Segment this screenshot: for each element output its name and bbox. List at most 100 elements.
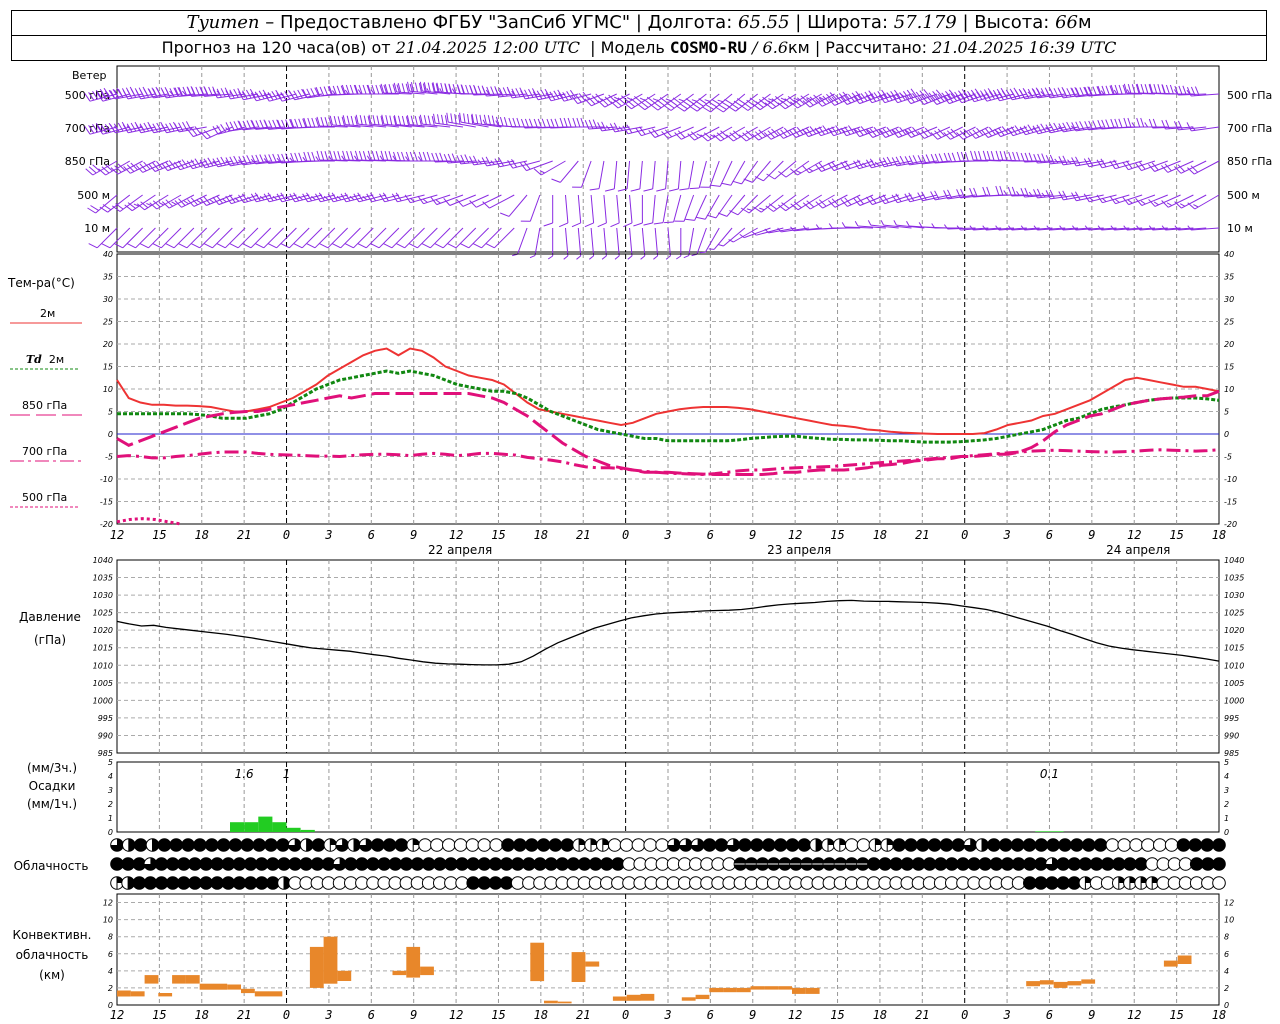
cloud-circle xyxy=(442,838,456,852)
wind-barb-feather xyxy=(173,87,179,97)
wind-barb-feather xyxy=(114,243,124,249)
wind-barb-feather xyxy=(1169,84,1174,95)
wind-barb-feather xyxy=(878,195,886,204)
conv-ytick-left-3: 6 xyxy=(108,950,113,959)
conv-xtick-22: 6 xyxy=(1046,1008,1053,1022)
wind-barb-feather xyxy=(395,192,402,202)
wind-barb-feather xyxy=(451,88,456,94)
cloud-circle xyxy=(216,838,231,852)
legend-td-name: Td xyxy=(26,353,42,366)
wind-barb-0-41 xyxy=(610,93,643,109)
wind-barb-feather xyxy=(512,253,518,257)
wind-barb-feather xyxy=(126,164,135,172)
wind-barb-staff xyxy=(301,227,323,249)
wind-barb-4-49 xyxy=(718,227,746,247)
wind-barb-3-23 xyxy=(379,192,412,203)
wind-barb-feather xyxy=(840,96,848,105)
conv-bar-4 xyxy=(172,975,186,984)
wind-barb-feather xyxy=(997,127,1005,136)
temp-ytick-right-4: 0 xyxy=(1224,430,1229,439)
wind-barb-feather xyxy=(1071,88,1077,98)
wind-barb-feather xyxy=(685,98,695,105)
wind-barb-feather xyxy=(1122,84,1127,95)
wind-barb-2-53 xyxy=(766,160,797,180)
wind-barb-staff xyxy=(1062,227,1091,231)
conv-bar-41 xyxy=(1163,960,1178,967)
wind-barb-feather xyxy=(1058,89,1064,99)
wind-barb-feather xyxy=(661,131,669,139)
wind-barb-feather xyxy=(467,114,470,124)
wind-barb-feather xyxy=(242,120,248,130)
wind-barb-4-1 xyxy=(101,227,131,249)
wind-barb-feather xyxy=(917,192,923,202)
wind-barb-feather xyxy=(1045,124,1052,134)
temp-xtick-4: 0 xyxy=(283,528,290,542)
wind-barb-feather xyxy=(751,133,759,141)
wind-barb-staff xyxy=(626,160,631,189)
conv-bar-15 xyxy=(392,970,407,976)
location-name: Tyumen xyxy=(186,12,260,33)
cloud-fill xyxy=(335,838,349,852)
temp-xtick-1: 15 xyxy=(152,528,166,542)
wind-barb-0-86 xyxy=(1186,86,1220,97)
wind-barb-feather xyxy=(713,134,721,142)
wind-barb-feather xyxy=(1123,83,1128,94)
wind-barb-feather xyxy=(764,228,769,234)
cloud-circle xyxy=(181,838,195,852)
wind-barb-feather xyxy=(963,92,970,101)
temp-ytick-right-0: -20 xyxy=(1224,520,1237,529)
wind-barb-feather xyxy=(588,255,594,260)
wind-barb-feather xyxy=(1079,87,1085,97)
wind-barb-feather xyxy=(298,195,303,201)
wind-barb-feather xyxy=(367,150,372,161)
wind-barb-staff xyxy=(447,160,476,164)
cloud-circle xyxy=(1153,838,1167,852)
wind-barb-feather xyxy=(844,197,852,206)
lon-value: 65.55 xyxy=(738,12,790,33)
cloud-symbol-0-75 xyxy=(998,838,1013,852)
wind-barb-feather xyxy=(314,193,321,203)
wind-barb-feather xyxy=(143,161,151,170)
wind-barb-4-70 xyxy=(982,225,1015,231)
wind-barb-0-26 xyxy=(419,81,451,95)
wind-level-label-4: 10 м xyxy=(84,222,110,235)
wind-barb-staff xyxy=(173,227,195,249)
wind-barb-feather xyxy=(869,128,877,137)
wind-barb-feather xyxy=(912,126,919,135)
wind-barb-feather xyxy=(324,151,329,161)
wind-barb-feather xyxy=(410,115,414,126)
cloud-symbol-0-46 xyxy=(655,838,669,852)
wind-barb-feather xyxy=(499,116,504,127)
cloud-fill xyxy=(1058,838,1072,852)
wind-barb-4-69 xyxy=(969,225,1002,231)
wind-barb-feather xyxy=(806,98,814,106)
wind-barb-staff xyxy=(1128,194,1156,206)
wind-barb-feather xyxy=(208,86,213,96)
wind-barb-feather xyxy=(1019,126,1026,135)
wind-barb-feather xyxy=(853,160,860,169)
cloud-symbol-1-31 xyxy=(455,857,469,871)
wind-level-label-right-0: 500 гПа xyxy=(1227,89,1273,102)
cloud-fill xyxy=(128,838,136,852)
wind-barb-feather xyxy=(643,99,652,106)
temp-ytick-right-10: 30 xyxy=(1224,295,1234,304)
wind-barb-feather xyxy=(930,132,938,140)
precip-unit-3h: (мм/3ч.) xyxy=(26,761,78,775)
conv-ytick-left-2: 4 xyxy=(108,967,113,976)
wind-barb-feather xyxy=(483,114,487,125)
conv-bar-31 xyxy=(750,986,765,990)
wind-barb-feather xyxy=(289,119,294,129)
cloud-symbol-1-99 xyxy=(1212,857,1226,871)
wind-barb-2-41 xyxy=(630,160,643,192)
wind-barb-feather xyxy=(698,98,707,105)
cloud-symbol-0-66 xyxy=(892,838,906,852)
pressure-ytick-left-1: 990 xyxy=(98,731,113,740)
wind-barb-feather xyxy=(427,115,431,126)
wind-barb-staff xyxy=(733,227,758,243)
wind-barb-feather xyxy=(268,154,273,164)
wind-barb-feather xyxy=(695,100,704,107)
cloud-symbol-0-61 xyxy=(833,838,847,852)
wind-barb-feather xyxy=(1027,88,1034,98)
wind-barb-0-52 xyxy=(752,93,784,111)
wind-barb-staff xyxy=(460,121,489,128)
